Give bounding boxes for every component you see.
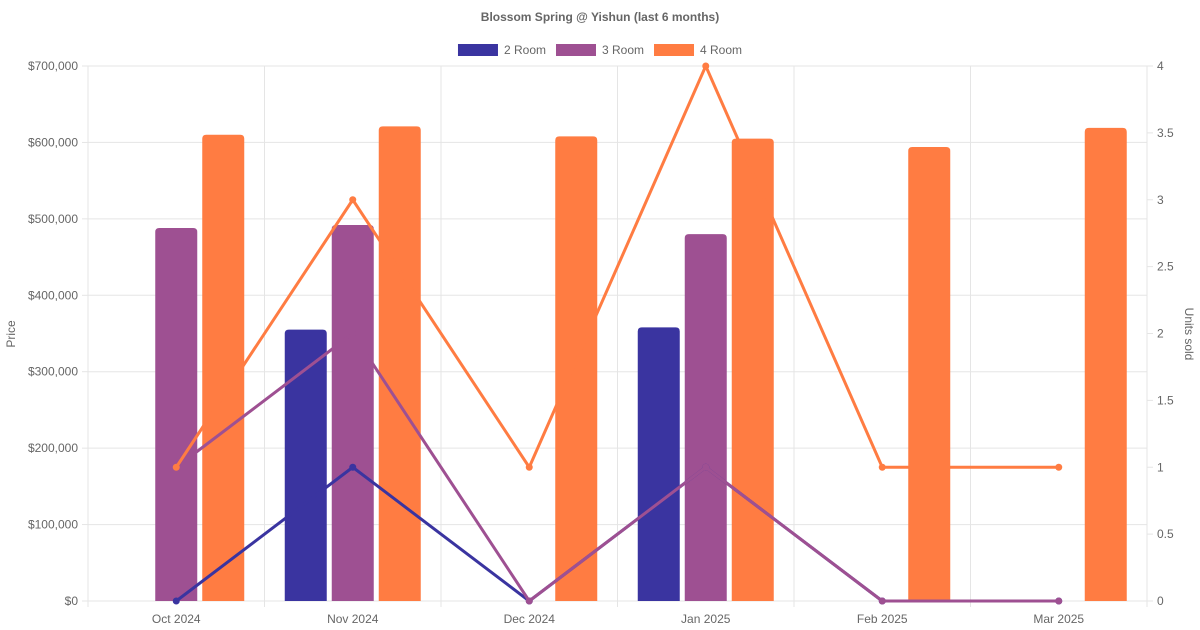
legend-swatch [457,44,498,56]
y-tick-label: $500,000 [28,212,78,226]
units-point [349,330,357,337]
units-line [174,64,1059,469]
bar [1084,127,1127,602]
bar [908,147,951,601]
legend-swatch [555,44,596,56]
y2-tick-label: 0 [1157,594,1164,608]
x-axis-ticks: Oct 2024 Nov 2024 Dec 2024 Jan 2025 Feb 2025… [152,612,1085,626]
units-point [349,463,357,471]
bar [202,134,245,602]
units-point [525,597,533,605]
bar [684,234,727,601]
y-tick-label: $100,000 [28,518,78,532]
bar [378,126,421,601]
units-point [349,196,357,204]
y-tick-label: $0 [65,594,79,608]
y2-tick-label: 3 [1157,193,1164,207]
x-tick-label: Nov 2024 [327,612,379,626]
y2-axis-ticks: 0 0.5 1 1.5 2 2.5 3 3.5 4 [1157,59,1174,608]
legend[interactable]: 2 Room 3 Room 4 Room [457,43,742,57]
y-axis-title: Price [4,320,18,348]
bar [155,228,198,601]
units-point [172,463,180,471]
y-tick-label: $200,000 [28,441,78,455]
gridlines [82,65,1153,607]
units-point [1055,463,1063,471]
bar [284,329,327,601]
units-point [878,597,886,605]
y-tick-label: $700,000 [28,59,78,73]
y2-axis-title: Units sold [1182,308,1196,361]
y-axis-ticks: $0 $100,000 $200,000 $300,000 $400,000 $500,0… [28,59,78,608]
units-point [525,463,533,471]
legend-label: 4 Room [700,43,742,57]
legend-item[interactable]: 3 Room [555,43,644,57]
y2-tick-label: 4 [1157,59,1164,73]
legend-swatch [654,44,695,56]
y-tick-label: $400,000 [28,288,78,302]
bar [731,138,774,601]
units-point [878,463,886,471]
legend-label: 3 Room [602,43,644,57]
y-tick-label: $600,000 [28,135,78,149]
bar [331,224,374,601]
chart-title: Blossom Spring @ Yishun (last 6 months) [481,10,719,24]
y2-tick-label: 3.5 [1157,126,1174,140]
y-tick-label: $300,000 [28,365,78,379]
y2-tick-label: 2 [1157,327,1164,341]
x-tick-label: Oct 2024 [152,612,201,626]
y2-tick-label: 2.5 [1157,260,1174,274]
x-tick-label: Dec 2024 [504,612,556,626]
y2-tick-label: 1 [1157,460,1164,474]
x-tick-label: Mar 2025 [1033,612,1084,626]
units-point [702,463,710,471]
bar-marks [155,126,1127,602]
x-tick-label: Feb 2025 [857,612,908,626]
units-point [1055,597,1063,605]
line-marks [172,62,1063,605]
legend-item[interactable]: 4 Room [654,43,742,57]
bar [637,327,680,601]
units-point [172,597,180,605]
x-tick-label: Jan 2025 [681,612,731,626]
units-line [175,332,1059,603]
legend-label: 2 Room [504,43,546,57]
legend-item[interactable]: 2 Room [457,43,546,57]
y2-tick-label: 1.5 [1157,393,1174,407]
units-point [702,62,710,70]
bar [555,136,598,602]
y2-tick-label: 0.5 [1157,527,1174,541]
